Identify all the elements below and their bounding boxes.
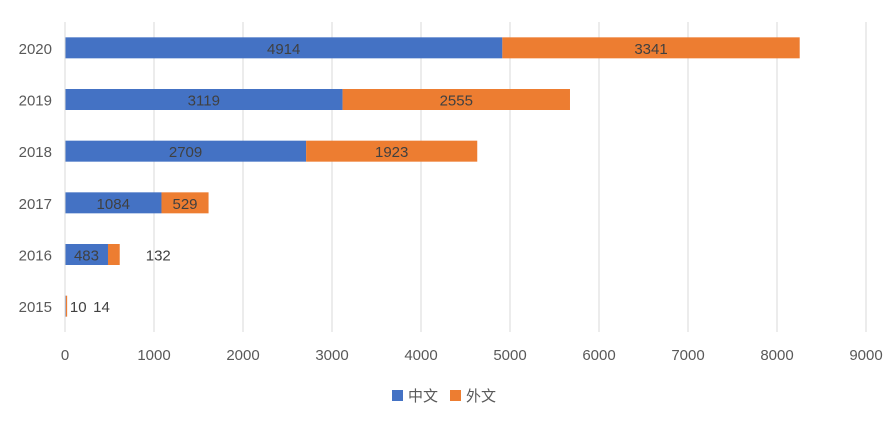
- data-label: 2709: [169, 144, 202, 161]
- legend-label: 外文: [466, 388, 496, 405]
- axes: 0 1000 2000 3000 4000 5000 6000 7000 8000 9000 202…: [19, 22, 883, 364]
- data-label: 1084: [97, 196, 130, 213]
- y-tick-label: 2016: [19, 248, 52, 265]
- x-tick-label: 6000: [582, 347, 615, 364]
- bar-series1-2018: [65, 140, 307, 162]
- data-label: 529: [173, 196, 198, 213]
- x-tick-label: 3000: [315, 347, 348, 364]
- bar-series1-2020: [65, 37, 503, 59]
- bar-series1-2019: [65, 89, 343, 110]
- data-label: 14: [93, 299, 110, 316]
- data-label: 2555: [440, 93, 473, 110]
- x-tick-label: 4000: [404, 347, 437, 364]
- bar-series2-2016: [107, 244, 120, 265]
- data-label: 1923: [375, 144, 408, 161]
- bar-series2-2019: [342, 89, 570, 110]
- bar-series2-2018: [306, 140, 478, 162]
- gridlines: [153, 22, 867, 332]
- x-tick-label: 1000: [137, 347, 170, 364]
- legend: 中文 外文: [392, 388, 496, 405]
- x-tick-label: 2000: [226, 347, 259, 364]
- y-tick-label: 2018: [19, 144, 52, 161]
- legend-swatch: [450, 390, 461, 401]
- x-tick-label: 9000: [849, 347, 882, 364]
- bar-series2-2015: [65, 295, 68, 317]
- y-tick-label: 2017: [19, 196, 52, 213]
- data-label: 483: [74, 248, 99, 265]
- bar-series1-2016: [65, 244, 108, 265]
- legend-swatch: [392, 390, 403, 401]
- data-label: 132: [146, 248, 171, 265]
- data-label: 10: [70, 299, 87, 316]
- bars: [65, 37, 800, 317]
- y-tick-label: 2020: [19, 41, 52, 58]
- x-tick-label: 5000: [493, 347, 526, 364]
- data-label: 4914: [267, 41, 300, 58]
- x-tick-label: 8000: [760, 347, 793, 364]
- y-tick-label: 2015: [19, 299, 52, 316]
- data-label: 3119: [188, 93, 220, 110]
- y-tick-label: 2019: [19, 93, 52, 110]
- data-labels: 4914 3341 3119 2555 2709 1923 1084 529 483 132 10 1…: [70, 41, 668, 316]
- data-label: 3341: [634, 41, 667, 58]
- x-tick-label: 0: [61, 347, 69, 364]
- bar-series2-2017: [161, 192, 209, 214]
- legend-label: 中文: [408, 388, 438, 405]
- x-tick-label: 7000: [671, 347, 704, 364]
- bar-series1-2017: [65, 192, 162, 214]
- bar-series2-2020: [502, 37, 800, 59]
